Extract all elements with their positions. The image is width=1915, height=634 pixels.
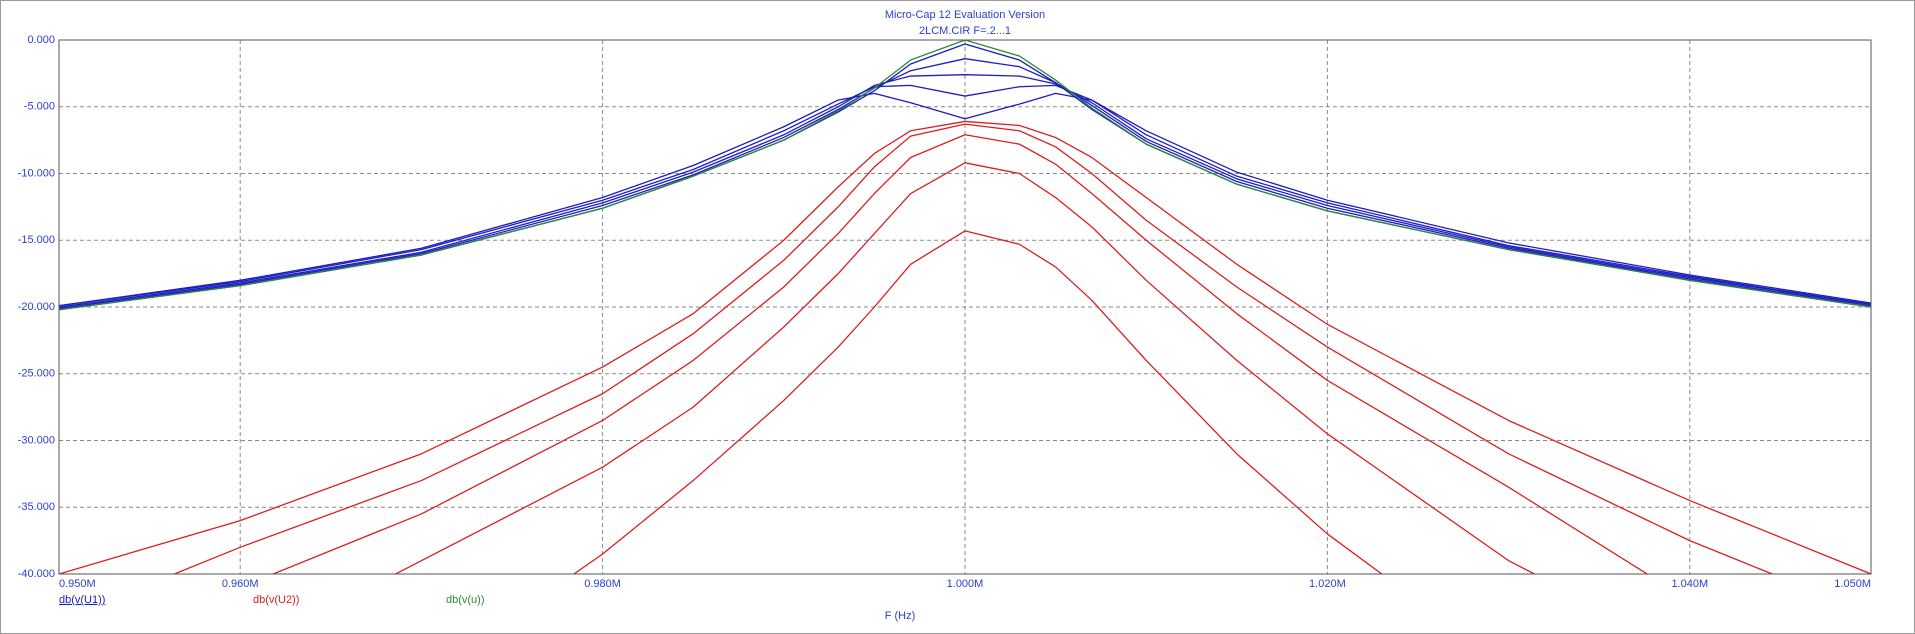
y-tick-label: -30.000 xyxy=(18,434,55,446)
y-tick-label: -40.000 xyxy=(18,568,55,580)
x-tick-label: 0.950M xyxy=(59,578,96,590)
chart-subtitle: 2LCM.CIR F=.2...1 xyxy=(919,25,1011,37)
legend-entry: db(v(U1)) xyxy=(59,594,105,606)
plot-lines xyxy=(59,40,1871,574)
series-line xyxy=(59,40,1871,311)
x-tick-label: 0.980M xyxy=(584,578,621,590)
legend-entry: db(v(u)) xyxy=(446,594,485,606)
y-tick-label: -15.000 xyxy=(18,234,55,246)
x-tick-label: 1.020M xyxy=(1309,578,1346,590)
series-line xyxy=(172,123,1774,574)
x-tick-label: 1.000M xyxy=(947,578,984,590)
x-tick-label: 1.050M xyxy=(1834,578,1871,590)
series-line xyxy=(394,162,1536,574)
y-tick-label: 0.000 xyxy=(27,34,55,46)
y-tick-label: -20.000 xyxy=(18,301,55,313)
x-tick-label: 1.040M xyxy=(1671,578,1708,590)
y-tick-label: -10.000 xyxy=(18,167,55,179)
series-line xyxy=(59,74,1871,308)
x-axis-label: F (Hz) xyxy=(885,610,916,622)
legend-entry: db(v(U2)) xyxy=(253,594,299,606)
series-line xyxy=(59,58,1871,309)
series-line xyxy=(59,120,1871,574)
series-line xyxy=(572,230,1383,574)
series-line xyxy=(59,84,1871,307)
y-tick-label: -35.000 xyxy=(18,501,55,513)
y-tick-label: -25.000 xyxy=(18,368,55,380)
y-tick-label: -5.000 xyxy=(24,101,55,113)
series-line xyxy=(271,134,1649,574)
chart-title: Micro-Cap 12 Evaluation Version xyxy=(885,9,1045,21)
x-tick-label: 0.960M xyxy=(222,578,259,590)
plot-frame xyxy=(58,39,1872,575)
series-line xyxy=(59,92,1871,307)
